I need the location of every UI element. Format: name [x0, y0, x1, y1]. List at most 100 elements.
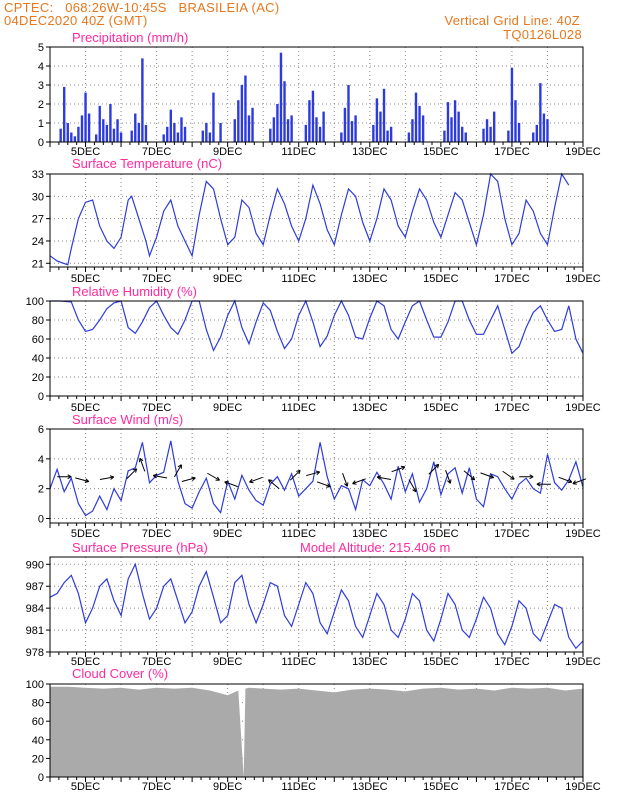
wind-arrow-head — [536, 481, 541, 485]
wind-arrow-head — [326, 486, 331, 488]
wind-arrow-head — [298, 470, 301, 475]
precip-bar — [418, 105, 421, 142]
series-line — [49, 440, 584, 517]
precip-bar — [286, 119, 290, 142]
y-tick-label: 981 — [26, 625, 44, 637]
series-line — [50, 299, 584, 355]
wind-arrow-head — [85, 478, 90, 482]
precip-bar — [119, 132, 123, 142]
precip-bar — [460, 126, 464, 142]
wind-arrow-head — [511, 475, 515, 480]
x-tick-label: 13DEC — [352, 781, 388, 793]
precip-bar — [304, 124, 308, 142]
wind-arrow-head — [84, 481, 89, 483]
y-tick-label: 80 — [32, 315, 44, 327]
wind-arrow-head — [224, 480, 229, 483]
precip-bar — [219, 123, 222, 142]
precip-bar — [350, 121, 354, 142]
precip-bar — [375, 98, 379, 142]
x-tick-label: 9DEC — [213, 273, 242, 285]
y-tick-label: 21 — [32, 258, 44, 270]
x-tick-label: 5DEC — [71, 402, 100, 414]
wind-arrow — [463, 470, 475, 481]
y-tick-label: 4 — [38, 454, 44, 466]
wind-arrow-head — [139, 457, 144, 462]
x-tick-label: 15DEC — [423, 528, 459, 540]
precip-bar — [372, 124, 375, 142]
precip-bar — [539, 83, 542, 142]
precip-bar — [251, 107, 254, 142]
wind-arrow-head — [400, 465, 405, 468]
wind-arrow-head — [472, 475, 476, 480]
wind-arrow — [306, 471, 320, 477]
y-tick-label: 24 — [32, 236, 44, 248]
wind-arrow — [181, 477, 196, 483]
x-tick-label: 19DEC — [565, 528, 601, 540]
precip-bar — [485, 119, 489, 142]
precip-bar — [173, 123, 176, 142]
wind-arrow-head — [296, 469, 301, 472]
x-tick-label: 15DEC — [423, 402, 459, 414]
wind-arrow-head — [67, 474, 72, 478]
header-model: TQ0126L028 — [503, 27, 582, 42]
wind-arrow-head — [567, 481, 572, 484]
precip-bar — [354, 115, 357, 142]
wind-arrow-head — [152, 475, 157, 479]
precip-bar — [208, 132, 212, 142]
wind-arrow — [377, 476, 391, 480]
precip-bar — [311, 90, 315, 142]
precip-bar — [137, 123, 141, 142]
wind-arrow-head — [224, 481, 228, 486]
wind-arrow-head — [153, 473, 158, 477]
x-tick-label: 13DEC — [352, 656, 388, 668]
precip-bar — [340, 132, 343, 142]
y-tick-label: 2 — [38, 484, 44, 496]
y-tick-label: 27 — [32, 214, 44, 226]
panel-title: Surface Temperature (nC) — [72, 156, 222, 171]
precip-bar — [59, 128, 62, 142]
precip-bar — [237, 100, 240, 142]
precip-bar — [492, 111, 496, 142]
x-tick-label: 13DEC — [352, 146, 388, 158]
x-tick-label: 5DEC — [71, 781, 100, 793]
precip-bar — [105, 124, 109, 142]
precip-bar — [542, 113, 546, 142]
precip-bar — [109, 104, 112, 142]
panel-title: Surface Pressure (hPa) — [72, 540, 208, 555]
precip-bar — [510, 67, 514, 142]
y-tick-label: 100 — [26, 296, 44, 308]
wind-arrow-head — [490, 474, 495, 478]
wind-arrow — [342, 472, 348, 487]
y-tick-label: 978 — [26, 647, 44, 659]
x-tick-label: 9DEC — [213, 528, 242, 540]
precip-bar — [212, 92, 215, 142]
precip-bar — [457, 111, 460, 142]
wind-arrow-head — [536, 483, 541, 487]
wind-arrow-head — [249, 478, 253, 483]
y-tick-label: 2 — [38, 99, 44, 111]
wind-arrow-head — [138, 458, 141, 463]
panel-annotation: Model Altitude: 215.406 m — [300, 540, 450, 555]
precip-bar — [382, 88, 386, 142]
wind-arrow-head — [376, 475, 382, 478]
x-tick-label: 17DEC — [494, 273, 530, 285]
wind-arrow — [558, 476, 572, 483]
precip-bar — [134, 113, 137, 142]
wind-arrow — [126, 468, 138, 480]
wind-arrow-head — [249, 481, 254, 484]
precip-bar — [308, 100, 311, 142]
wind-arrow-head — [412, 489, 417, 493]
wind-arrow-head — [434, 463, 439, 466]
wind-arrow — [153, 475, 168, 479]
x-tick-label: 15DEC — [423, 656, 459, 668]
x-tick-label: 9DEC — [213, 402, 242, 414]
precip-bar — [290, 115, 293, 142]
wind-arrow-head — [109, 475, 114, 478]
precip-bar — [94, 134, 98, 142]
wind-arrow — [391, 466, 405, 473]
x-tick-label: 7DEC — [142, 781, 171, 793]
y-tick-label: 984 — [26, 603, 44, 615]
precip-bar — [233, 119, 236, 142]
x-tick-label: 5DEC — [71, 528, 100, 540]
precip-bar — [276, 104, 279, 142]
